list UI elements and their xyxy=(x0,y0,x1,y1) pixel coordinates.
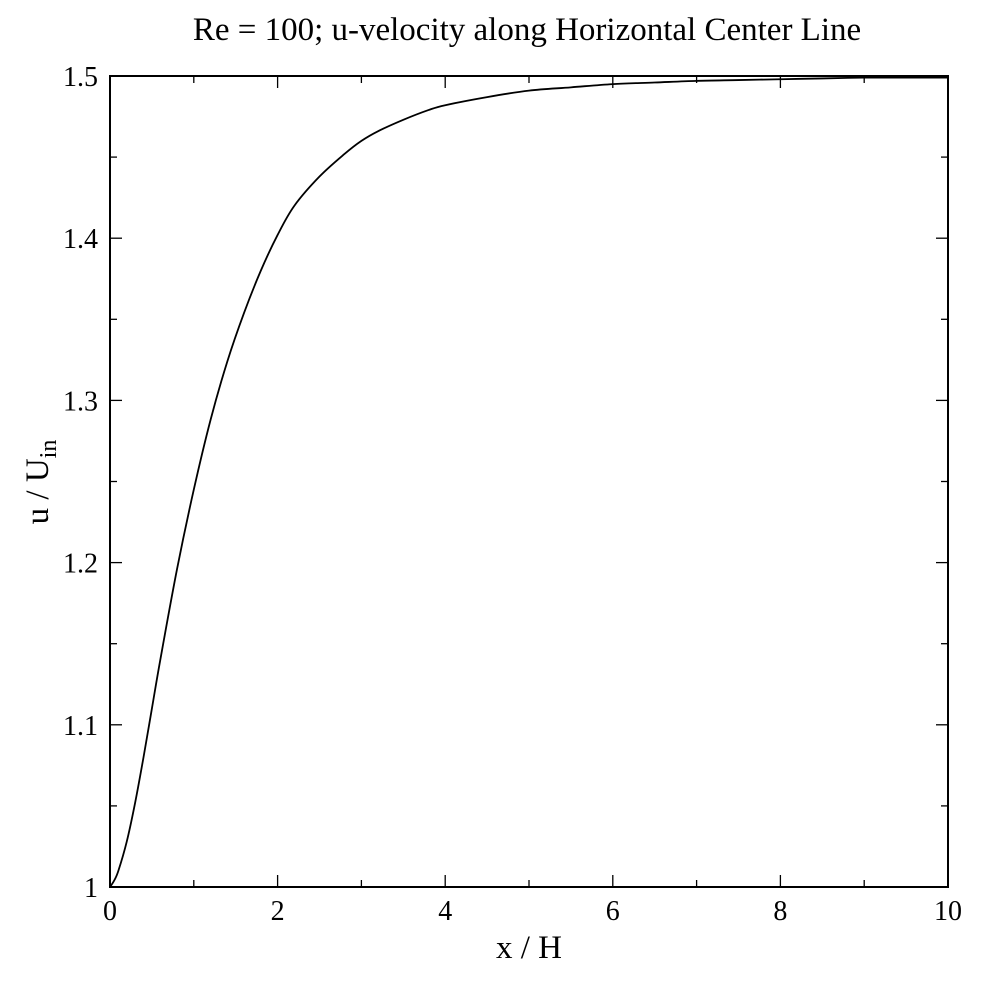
y-axis-label: u / Uin xyxy=(20,440,62,525)
y-tick-label: 1.2 xyxy=(63,549,98,580)
x-tick-label: 2 xyxy=(271,896,285,927)
y-axis-label-sub: in xyxy=(36,440,62,459)
chart-title: Re = 100; u-velocity along Horizontal Ce… xyxy=(193,12,861,48)
x-tick-label: 6 xyxy=(606,896,620,927)
y-tick-label: 1.3 xyxy=(63,386,98,417)
y-tick-label: 1.4 xyxy=(63,224,98,255)
x-tick-label: 8 xyxy=(773,896,787,927)
x-tick-labels: 0 2 4 6 8 10 xyxy=(103,896,962,927)
y-tick-label: 1.5 xyxy=(63,62,98,93)
x-tick-label: 0 xyxy=(103,896,117,927)
y-axis-label-main: u / U xyxy=(20,458,56,524)
plot-frame xyxy=(109,75,949,888)
x-tick-label: 4 xyxy=(438,896,452,927)
y-tick-labels: 1 1.1 1.2 1.3 1.4 1.5 xyxy=(63,62,98,904)
axis-ticks xyxy=(109,75,949,888)
y-tick-label: 1.1 xyxy=(63,711,98,742)
x-tick-label: 10 xyxy=(934,896,962,927)
series-line xyxy=(109,76,948,888)
x-axis-label: x / H xyxy=(496,930,562,966)
y-tick-label: 1 xyxy=(84,873,98,904)
